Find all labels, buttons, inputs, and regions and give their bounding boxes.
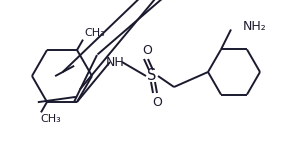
Text: CH₃: CH₃ — [40, 114, 61, 124]
Text: S: S — [147, 69, 157, 83]
Text: CH₃: CH₃ — [84, 28, 105, 38]
Text: O: O — [142, 43, 152, 57]
Text: NH₂: NH₂ — [243, 20, 267, 33]
Text: O: O — [152, 95, 162, 109]
Text: NH: NH — [105, 55, 124, 69]
